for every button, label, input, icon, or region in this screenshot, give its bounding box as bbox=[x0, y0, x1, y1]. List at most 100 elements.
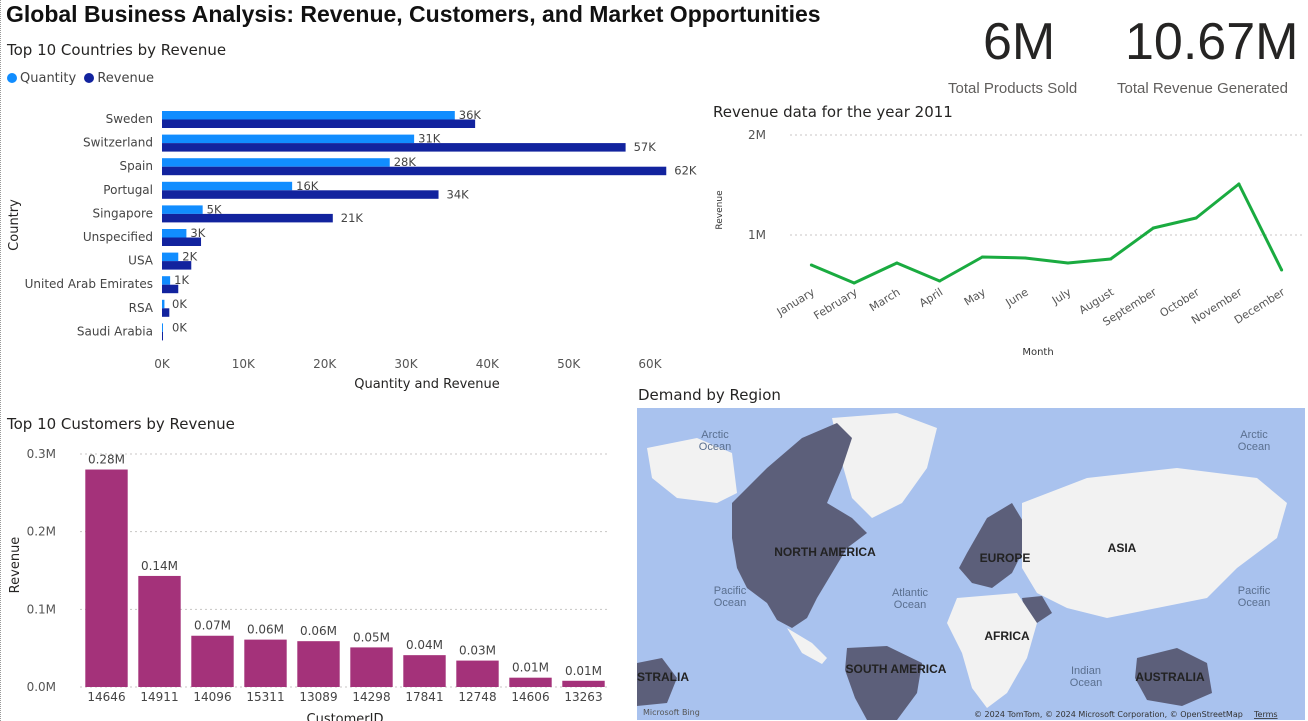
revenue-data-label: 57K bbox=[634, 140, 657, 154]
customer-id-label: 14606 bbox=[511, 690, 549, 704]
customer-bar bbox=[297, 641, 340, 687]
customer-bar bbox=[509, 677, 552, 687]
customer-bar bbox=[562, 680, 605, 687]
y-tick-label: 1M bbox=[748, 228, 766, 242]
total-products-sold-label: Total Products Sold bbox=[948, 80, 1078, 97]
australia-left-shape bbox=[637, 658, 677, 706]
country-label: Saudi Arabia bbox=[77, 324, 153, 338]
ocean-label-arctic-west-2: Ocean bbox=[699, 441, 731, 453]
month-label: April bbox=[917, 286, 945, 310]
y-axis-title: Country bbox=[7, 199, 22, 251]
revenue-line bbox=[810, 182, 1283, 285]
revenue-bar bbox=[162, 308, 170, 317]
country-label: Portugal bbox=[103, 183, 153, 197]
country-label: Switzerland bbox=[83, 136, 153, 150]
countries-legend: Quantity Revenue bbox=[7, 71, 154, 86]
quantity-bar bbox=[162, 158, 390, 167]
bar-data-label: 0.04M bbox=[406, 638, 443, 652]
month-label: February bbox=[811, 285, 860, 322]
revenue-bar bbox=[162, 331, 163, 341]
x-axis-title: CustomerID bbox=[307, 712, 384, 721]
countries-chart-title: Top 10 Countries by Revenue bbox=[7, 41, 227, 59]
y-axis-title: Revenue bbox=[715, 190, 725, 230]
revenue-data-label: 34K bbox=[447, 187, 470, 201]
customer-bar bbox=[244, 639, 287, 687]
line-point bbox=[1109, 257, 1113, 261]
quantity-data-label: 36K bbox=[459, 108, 482, 122]
bar-data-label: 0.05M bbox=[353, 630, 390, 644]
region-label-australia: AUSTRALIA bbox=[1135, 670, 1205, 684]
quantity-data-label: 16K bbox=[296, 179, 319, 193]
revenue-bar bbox=[162, 237, 202, 246]
bar-data-label: 0.28M bbox=[88, 453, 125, 467]
quantity-data-label: 28K bbox=[394, 155, 417, 169]
line-point bbox=[809, 263, 813, 267]
line-point bbox=[980, 255, 984, 259]
region-label-europe: EUROPE bbox=[980, 551, 1031, 565]
map-terms-link[interactable]: Terms bbox=[1253, 710, 1278, 719]
map-title: Demand by Region bbox=[638, 386, 781, 404]
quantity-bar bbox=[162, 323, 163, 332]
customer-bar bbox=[403, 655, 446, 687]
customer-id-label: 14646 bbox=[87, 690, 125, 704]
revenue-legend-label: Revenue bbox=[97, 71, 154, 86]
revenue-bar bbox=[162, 119, 476, 128]
line-point bbox=[1237, 182, 1241, 186]
customer-id-label: 13089 bbox=[299, 690, 337, 704]
x-tick-label: 0K bbox=[154, 357, 171, 371]
total-products-sold-value: 6M bbox=[983, 13, 1056, 71]
country-label: Sweden bbox=[106, 112, 153, 126]
revenue-2011-chart-title: Revenue data for the year 2011 bbox=[713, 103, 953, 121]
page-border bbox=[0, 0, 1, 721]
quantity-bar bbox=[162, 229, 187, 238]
y-tick-label: 0.3M bbox=[27, 447, 56, 461]
ocean-label-indian-2: Ocean bbox=[1070, 677, 1102, 689]
customer-id-label: 14911 bbox=[140, 690, 178, 704]
month-label: May bbox=[962, 285, 989, 308]
revenue-bar bbox=[162, 284, 179, 294]
x-tick-label: 20K bbox=[313, 357, 337, 371]
quantity-bar bbox=[162, 111, 455, 120]
quantity-legend-marker bbox=[7, 73, 17, 83]
ocean-label-pacific-west-2: Ocean bbox=[714, 597, 746, 609]
region-label-south-america: SOUTH AMERICA bbox=[846, 662, 947, 676]
quantity-legend-label: Quantity bbox=[20, 71, 77, 86]
revenue-data-label: 62K bbox=[674, 164, 697, 178]
quantity-data-label: 0K bbox=[172, 320, 187, 334]
countries-chart: Sweden 36K Switzerland 31K 57K Spain 28K 62K Por… bbox=[7, 108, 697, 392]
customer-id-label: 15311 bbox=[246, 690, 284, 704]
north-america-shape bbox=[732, 423, 867, 628]
bar-data-label: 0.03M bbox=[459, 644, 496, 658]
region-label-north-america: NORTH AMERICA bbox=[774, 545, 876, 559]
map-canvas[interactable]: Arctic Ocean Arctic Ocean Atlantic Ocean… bbox=[637, 408, 1305, 720]
customer-bar bbox=[138, 575, 181, 687]
line-point bbox=[938, 279, 942, 283]
customer-bar bbox=[191, 635, 234, 687]
customer-id-label: 13263 bbox=[564, 690, 602, 704]
x-tick-label: 30K bbox=[394, 357, 418, 371]
revenue-bar bbox=[162, 166, 667, 176]
region-label-africa: AFRICA bbox=[984, 629, 1030, 643]
central-america-shape bbox=[787, 628, 827, 664]
bar-data-label: 0.07M bbox=[194, 619, 231, 633]
x-tick-label: 40K bbox=[476, 357, 500, 371]
customers-chart-title: Top 10 Customers by Revenue bbox=[7, 415, 235, 433]
africa-shape bbox=[947, 593, 1037, 708]
country-label: RSA bbox=[129, 301, 154, 315]
demand-map[interactable]: Arctic Ocean Arctic Ocean Atlantic Ocean… bbox=[637, 408, 1305, 720]
y-tick-label: 0.2M bbox=[27, 525, 56, 539]
bar-data-label: 0.06M bbox=[300, 624, 337, 638]
customer-id-label: 17841 bbox=[405, 690, 443, 704]
quantity-bar bbox=[162, 205, 203, 214]
europe-shape bbox=[959, 503, 1027, 588]
revenue-bar bbox=[162, 190, 439, 199]
month-label: January bbox=[774, 285, 818, 319]
bar-data-label: 0.01M bbox=[565, 664, 602, 678]
bing-logo: Microsoft Bing bbox=[643, 708, 700, 717]
bar-data-label: 0.01M bbox=[512, 661, 549, 675]
total-revenue-generated-value: 10.67M bbox=[1125, 13, 1299, 71]
x-tick-label: 10K bbox=[232, 357, 256, 371]
asia-shape bbox=[1022, 468, 1287, 618]
month-label: March bbox=[867, 286, 902, 315]
